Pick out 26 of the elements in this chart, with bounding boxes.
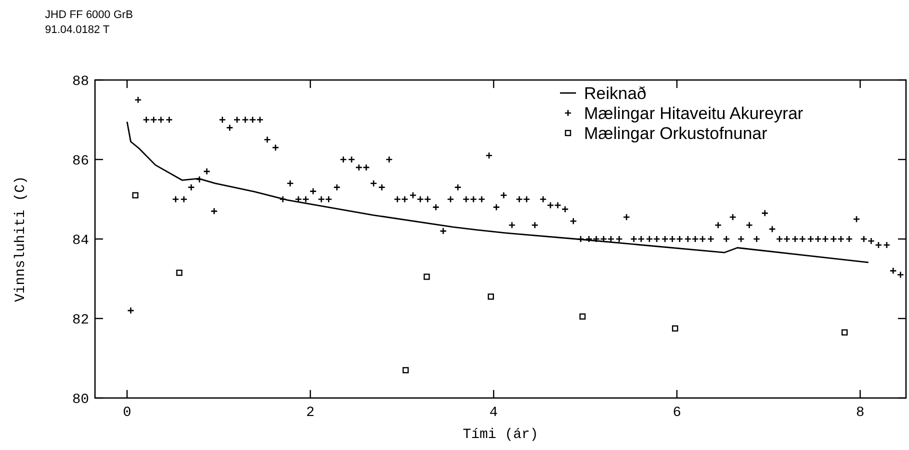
text: 91.04.0182 T: [45, 24, 110, 36]
point: [402, 367, 409, 374]
x-tick-label: 8: [856, 405, 864, 421]
legend-label: Mælingar Hitaveitu Akureyrar: [584, 104, 804, 123]
point: [488, 294, 494, 300]
point: [579, 313, 586, 320]
y-tick-label: 80: [72, 392, 89, 408]
x-tick-label: 6: [672, 405, 682, 421]
y-tick-label: 86: [72, 154, 89, 170]
y-tick-label: 84: [72, 233, 89, 249]
x-tick-label: 0: [122, 405, 132, 421]
x-tick-label: 2: [306, 405, 315, 421]
x-axis-title: Tími (ár): [462, 427, 538, 443]
legend-label: Mælingar Orkustofnunar: [584, 124, 768, 143]
point: [672, 325, 678, 332]
y-tick-label: 88: [72, 74, 89, 90]
point: [842, 329, 848, 336]
line-series: [126, 121, 870, 264]
point: [424, 274, 430, 280]
legend-label: Reiknað: [584, 84, 646, 103]
point: [132, 192, 138, 198]
point: [176, 270, 182, 276]
x-tick-label: 4: [489, 405, 498, 421]
y-tick-label: 82: [72, 312, 89, 328]
y-axis-title: Vinnsluhiti (C): [13, 176, 29, 302]
text: JHD FF 6000 GrB: [45, 9, 134, 21]
